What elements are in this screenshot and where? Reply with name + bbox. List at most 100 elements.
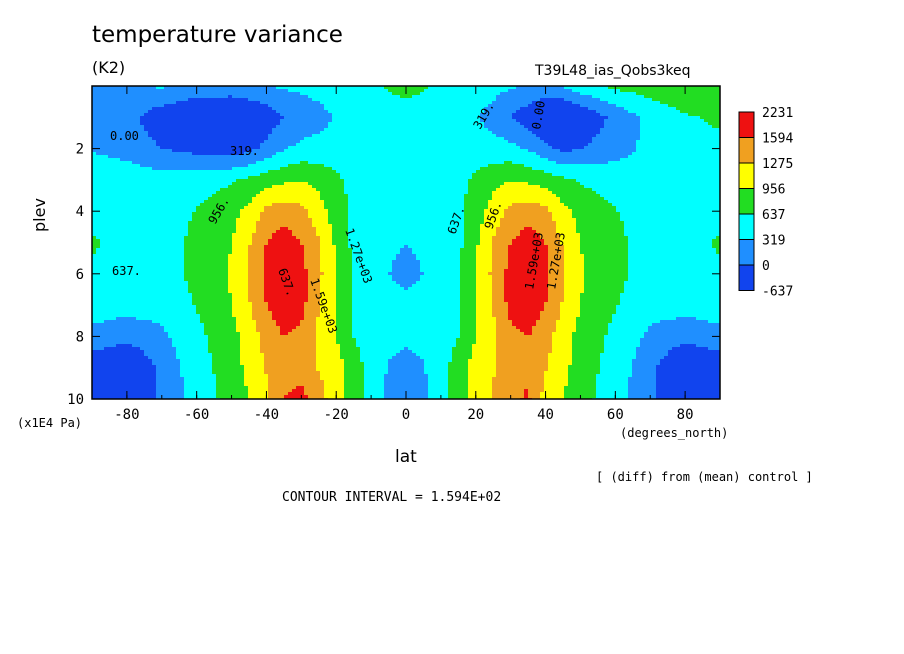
contour-cell	[500, 158, 505, 162]
contour-cell	[260, 119, 265, 123]
contour-cell	[508, 155, 513, 159]
contour-cell	[392, 113, 397, 117]
contour-cell	[96, 149, 101, 153]
contour-cell	[308, 131, 313, 135]
contour-cell	[544, 122, 549, 126]
contour-cell	[104, 104, 109, 108]
contour-cell	[556, 107, 561, 111]
contour-cell	[504, 122, 509, 126]
contour-cell	[212, 137, 217, 141]
contour-cell	[108, 113, 113, 117]
contour-cell	[348, 158, 353, 162]
contour-cell	[96, 113, 101, 117]
contour-cell	[324, 86, 329, 90]
contour-cell	[496, 158, 501, 162]
contour-cell	[396, 119, 401, 123]
contour-cell	[420, 176, 425, 180]
contour-cell	[260, 179, 265, 183]
contour-cell	[272, 164, 277, 168]
contour-cell	[108, 143, 113, 147]
contour-cell	[684, 152, 689, 156]
contour-cell	[464, 161, 469, 165]
contour-cell	[244, 170, 249, 174]
contour-cell	[324, 179, 329, 183]
contour-cell	[700, 167, 705, 171]
contour-cell	[324, 98, 329, 102]
contour-cell	[356, 161, 361, 165]
contour-cell	[392, 176, 397, 180]
contour-cell	[148, 152, 153, 156]
contour-cell	[404, 152, 409, 156]
contour-cell	[596, 158, 601, 162]
contour-cell	[96, 158, 101, 162]
contour-cell	[216, 125, 221, 129]
contour-cell	[668, 122, 673, 126]
contour-cell	[252, 113, 257, 117]
contour-cell	[132, 128, 137, 132]
contour-cell	[380, 116, 385, 120]
contour-cell	[588, 92, 593, 96]
contour-cell	[652, 149, 657, 153]
contour-cell	[632, 176, 637, 180]
contour-cell	[636, 152, 641, 156]
contour-cell	[348, 113, 353, 117]
contour-cell	[620, 140, 625, 144]
contour-cell	[204, 119, 209, 123]
contour-cell	[320, 164, 325, 168]
contour-cell	[284, 122, 289, 126]
contour-cell	[456, 143, 461, 147]
contour-cell	[368, 146, 373, 150]
contour-cell	[652, 86, 657, 90]
contour-cell	[364, 110, 369, 114]
contour-cell	[396, 125, 401, 129]
contour-cell	[480, 161, 485, 165]
contour-cell	[332, 92, 337, 96]
contour-cell	[420, 128, 425, 132]
contour-cell	[528, 101, 533, 105]
contour-cell	[196, 92, 201, 96]
contour-cell	[248, 179, 253, 183]
contour-cell	[496, 122, 501, 126]
contour-cell	[624, 167, 629, 171]
contour-cell	[396, 116, 401, 120]
contour-cell	[508, 101, 513, 105]
contour-cell	[444, 176, 449, 180]
contour-cell	[512, 146, 517, 150]
contour-cell	[188, 137, 193, 141]
contour-cell	[696, 158, 701, 162]
contour-cell	[584, 176, 589, 180]
contour-cell	[672, 140, 677, 144]
contour-cell	[636, 95, 641, 99]
contour-cell	[612, 128, 617, 132]
contour-cell	[216, 116, 221, 120]
contour-cell	[224, 179, 229, 183]
contour-cell	[688, 176, 693, 180]
contour-cell	[416, 134, 421, 138]
contour-cell	[560, 86, 565, 90]
contour-cell	[268, 86, 273, 90]
contour-cell	[220, 92, 225, 96]
contour-cell	[552, 164, 557, 168]
contour-cell	[704, 131, 709, 135]
contour-cell	[684, 134, 689, 138]
contour-cell	[124, 125, 129, 129]
contour-cell	[532, 149, 537, 153]
contour-cell	[260, 98, 265, 102]
contour-cell	[220, 122, 225, 126]
contour-cell	[196, 134, 201, 138]
contour-cell	[128, 98, 133, 102]
contour-cell	[584, 161, 589, 165]
contour-cell	[680, 170, 685, 174]
contour-cell	[692, 89, 697, 93]
contour-cell	[212, 152, 217, 156]
contour-cell	[540, 137, 545, 141]
contour-cell	[344, 158, 349, 162]
contour-cell	[328, 143, 333, 147]
contour-cell	[524, 173, 529, 177]
contour-cell	[672, 137, 677, 141]
contour-cell	[212, 125, 217, 129]
contour-cell	[140, 122, 145, 126]
contour-cell	[356, 173, 361, 177]
contour-cell	[412, 137, 417, 141]
contour-cell	[256, 143, 261, 147]
